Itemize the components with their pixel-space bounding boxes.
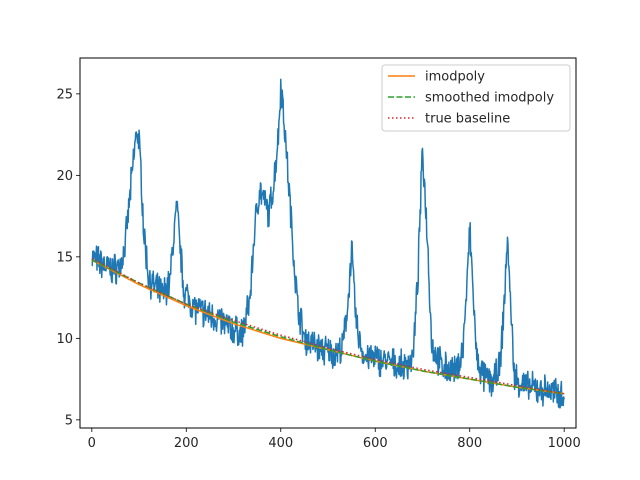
x-tick-label: 800: [457, 436, 482, 451]
y-tick-label: 10: [56, 332, 73, 347]
y-axis: 5 10 15 20 25: [56, 87, 80, 428]
legend-label: smoothed imodpoly: [425, 91, 554, 106]
x-tick-label: 600: [363, 436, 388, 451]
legend-box: [381, 64, 571, 132]
y-tick-label: 15: [56, 250, 73, 265]
legend-label: imodpoly: [425, 70, 485, 85]
series-line-signal: [91, 78, 565, 409]
series-line-true-baseline: [91, 257, 565, 395]
plot-frame: [79, 57, 577, 429]
x-tick-label: 0: [88, 436, 96, 451]
legend: imodpoly smoothed imodpoly true baseline: [381, 64, 571, 132]
legend-label: true baseline: [425, 112, 510, 127]
x-tick-label: 1000: [548, 436, 581, 451]
x-tick-label: 200: [174, 436, 199, 451]
x-axis: 0 200 400 600 800 1000: [88, 428, 581, 451]
series-layer: [91, 78, 565, 409]
y-tick-label: 20: [56, 169, 73, 184]
y-tick-label: 25: [56, 87, 73, 102]
series-line-smoothed-imodpoly: [91, 259, 565, 395]
y-tick-label: 5: [65, 413, 73, 428]
x-tick-label: 400: [268, 436, 293, 451]
